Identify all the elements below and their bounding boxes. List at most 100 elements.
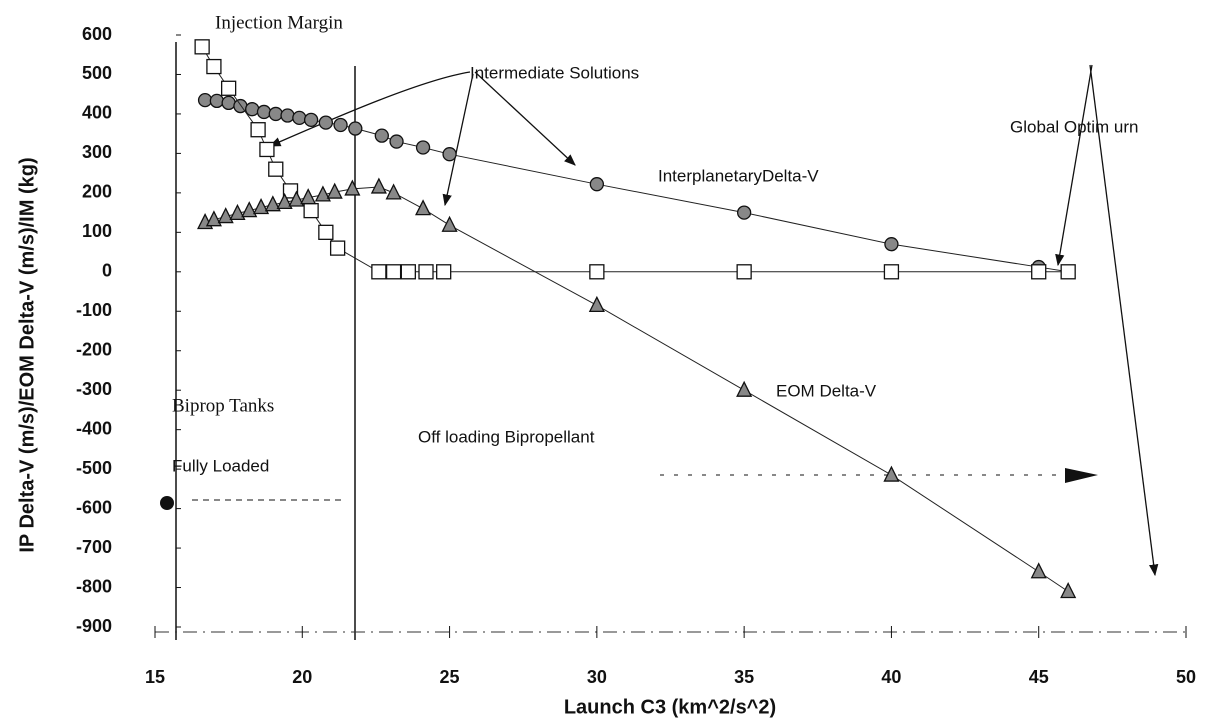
y-tick-label: 500: [82, 63, 112, 83]
point: [318, 224, 334, 240]
point: [217, 207, 234, 224]
y-tick-label: 200: [82, 182, 112, 202]
y-tick-label: -900: [76, 616, 112, 636]
y-tick-label: 600: [82, 24, 112, 44]
x-tick-label: 40: [881, 667, 901, 687]
point: [883, 465, 900, 482]
point: [268, 106, 283, 122]
annotation: Global Optim urn: [1010, 117, 1139, 136]
point: [197, 92, 213, 108]
y-tick-label: 300: [82, 142, 112, 162]
x-tick-label: 30: [587, 667, 607, 687]
point: [314, 185, 331, 202]
y-tick-label: -500: [76, 458, 112, 478]
point: [415, 199, 432, 216]
point: [241, 201, 258, 218]
annotation: Biprop Tanks: [172, 395, 274, 416]
arrows: [268, 71, 576, 207]
arrows: [1055, 64, 1159, 577]
point: [344, 179, 361, 196]
point: [374, 128, 389, 143]
point: [736, 205, 752, 220]
point: [589, 177, 605, 192]
point: [259, 141, 275, 158]
point: [415, 140, 431, 155]
point: [252, 198, 270, 215]
arrow-head: [1065, 468, 1098, 483]
y-tick-label: 400: [82, 103, 112, 123]
y-tick-label: -800: [76, 576, 112, 596]
y-tick-label: -100: [76, 300, 112, 320]
x-tick-label: 25: [440, 667, 460, 687]
point: [588, 295, 605, 312]
point: [206, 58, 222, 75]
point: [205, 210, 222, 227]
point: [220, 80, 237, 96]
point: [264, 195, 281, 212]
annotation: InterplanetaryDelta-V: [658, 166, 819, 185]
point: [300, 188, 317, 205]
y-tick-label: -300: [76, 379, 112, 399]
point: [418, 264, 434, 280]
point: [1060, 582, 1077, 599]
x-axis-label: Launch C3 (km^2/s^2): [564, 696, 776, 718]
annotation: Fully Loaded: [172, 456, 269, 475]
point: [303, 202, 319, 219]
x-tick-label: 20: [292, 667, 312, 687]
point: [268, 161, 284, 177]
point: [303, 112, 319, 128]
annotation: EOM Delta-V: [776, 381, 877, 400]
point: [221, 95, 236, 111]
point: [389, 134, 404, 149]
point: [209, 93, 225, 109]
point: [371, 264, 387, 280]
point: [736, 264, 752, 280]
point: [736, 380, 753, 397]
point: [385, 264, 402, 280]
y-tick-label: -600: [76, 497, 112, 517]
annotation: Intermediate Solutions: [470, 63, 639, 82]
point: [276, 192, 293, 209]
point: [194, 39, 210, 55]
point: [385, 183, 402, 200]
point: [318, 115, 334, 130]
point: [333, 117, 348, 133]
point: [256, 104, 272, 120]
point: [326, 182, 343, 199]
point: [370, 177, 387, 194]
point: [282, 183, 299, 199]
point: [442, 147, 457, 162]
y-tick-label: -700: [76, 537, 112, 557]
annotation: Injection Margin: [215, 12, 343, 33]
x-tick-label: 50: [1176, 667, 1196, 687]
point: [229, 203, 246, 221]
point: [288, 190, 305, 207]
y-tick-label: 100: [82, 221, 112, 241]
point: [292, 110, 307, 126]
point: [1060, 264, 1076, 280]
x-tick-label: 15: [145, 667, 165, 687]
y-tick-label: 0: [102, 261, 112, 281]
y-axis-label: IP Delta-V (m/s)/EOM Delta-V (m/s)/IM (k…: [16, 157, 38, 552]
x-tick-label: 45: [1029, 667, 1049, 687]
point: [1031, 264, 1047, 280]
x-tick-label: 35: [734, 667, 754, 687]
series-line: [204, 186, 1069, 592]
point: [245, 102, 260, 117]
point: [884, 237, 899, 252]
annotation: Off loading Bipropellant: [418, 427, 595, 446]
point: [436, 264, 452, 280]
point: [250, 122, 266, 138]
dot: [160, 496, 174, 510]
y-tick-label: -400: [76, 418, 112, 438]
point: [883, 264, 900, 280]
point: [589, 264, 605, 280]
point: [280, 108, 295, 123]
point: [348, 121, 363, 136]
point: [1030, 562, 1047, 579]
point: [441, 215, 458, 232]
point: [400, 264, 416, 280]
y-tick-label: -200: [76, 339, 112, 359]
point: [329, 240, 346, 256]
